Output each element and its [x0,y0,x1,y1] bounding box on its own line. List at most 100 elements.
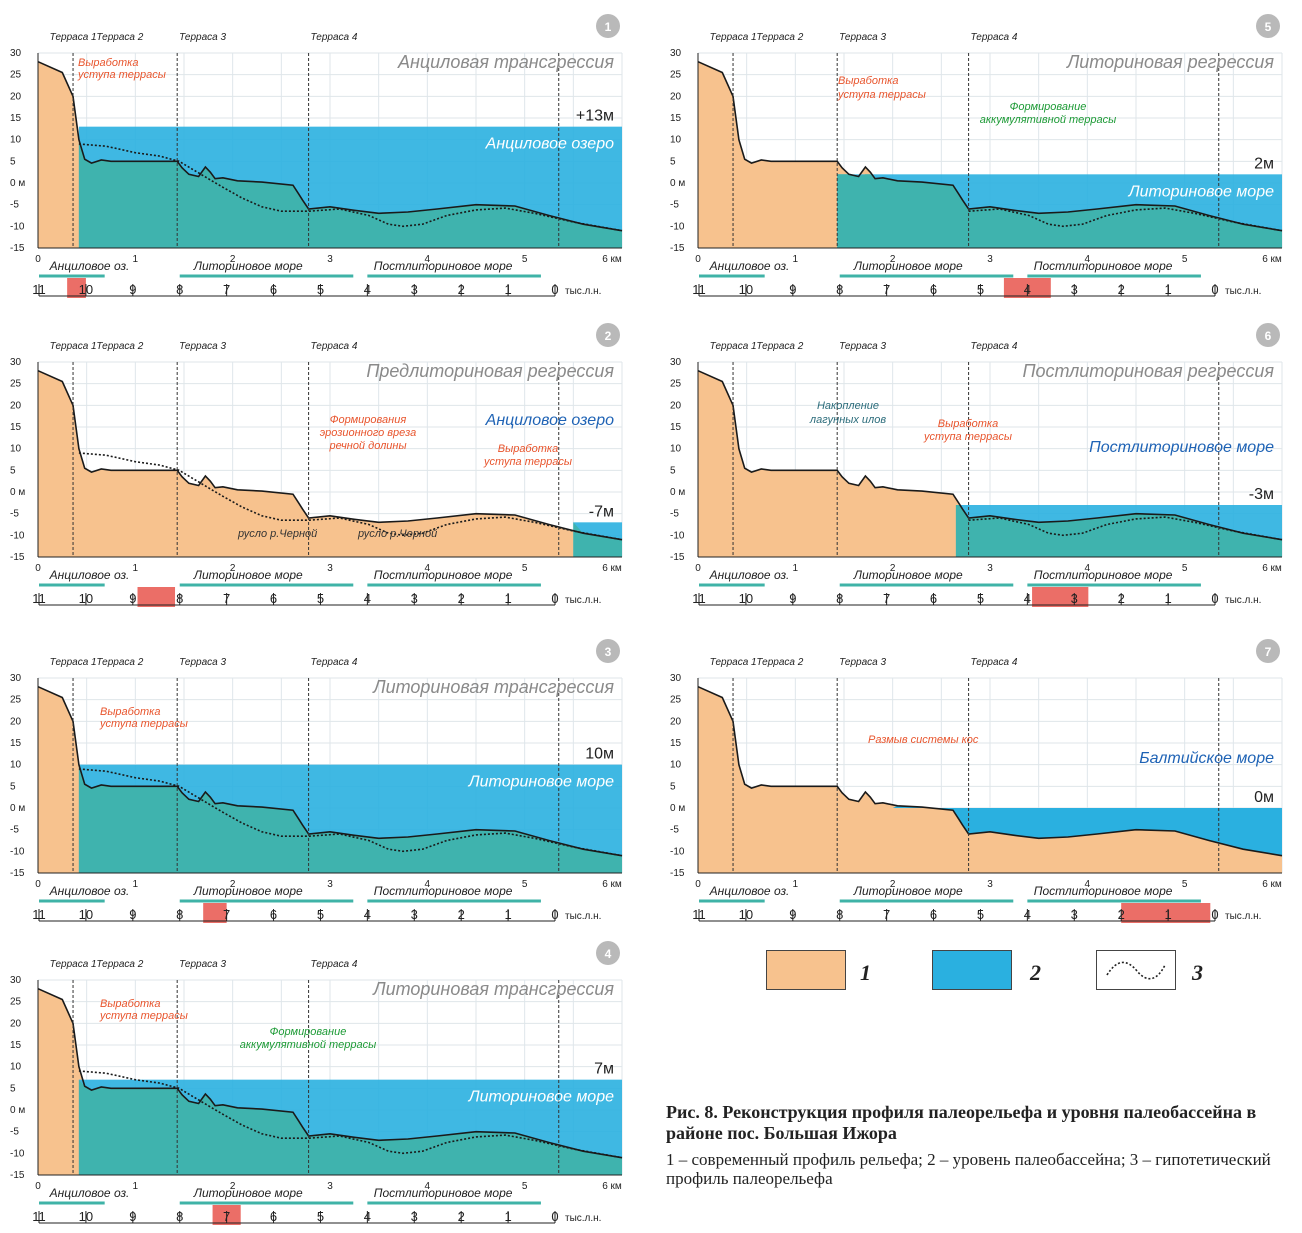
panel-4-y-tick: 5 [10,1083,16,1094]
panel-5-x-tick: 1 [793,254,799,265]
panel-3-y-tick: 5 [10,781,16,792]
panel-1-time-highlight [67,278,86,298]
panel-3-y-tick: -5 [10,825,19,836]
panel-7-terrace-label-1: Терраса 1 [710,657,757,668]
panel-2-y-tick: 10 [10,444,22,455]
panel-2-x-tick: 2 [230,563,236,574]
panel-6-time-tick: 1 [1164,591,1171,606]
panel-5-hypothetical-profile [968,207,1283,232]
panel-5-time-tick: 0 [1211,282,1218,297]
panel-6-number-label: 6 [1265,329,1272,343]
panel-5-x-tick: 3 [987,254,993,265]
panel-5-y-tick: -15 [670,243,685,254]
panel-7-y-tick: -15 [670,868,685,879]
panel-5-ann-3: аккумулятивной террасы [980,114,1116,126]
panel-2-x-tick: 1 [133,563,139,574]
panel-7-terrace-label-2: Терраса 2 [756,657,803,668]
panel-3-x-tick: 2 [230,879,236,890]
panel-1-level-label: +13м [576,108,614,125]
panel-1-x-tick: 0 [35,254,41,265]
panel-5-number-badge [1256,14,1280,38]
panel-3-y-tick: 10 [10,760,22,771]
panel-1-time-tick: 0 [551,282,558,297]
panel-5-y-tick: 10 [670,135,682,146]
panel-1-time-tick: 6 [270,282,277,297]
panel-4-time-unit: тыс.л.н. [565,1213,601,1224]
panel-7-number-label: 7 [1265,645,1272,659]
panel-2-time-tick: 6 [270,591,277,606]
panel-4-period-label-3: Постлиториновое море [374,1186,513,1200]
panel-2-y-tick: 15 [10,422,22,433]
panel-1-time-tick: 3 [411,282,418,297]
panel-1-period-label-1: Анциловое оз. [49,259,130,273]
panel-1-time-tick: 11 [32,282,46,297]
panel-2-number-label: 2 [605,329,612,343]
panel-4-time-tick: 10 [79,1209,93,1224]
panel-1-terrace-label-2: Терраса 2 [96,32,143,43]
panel-5-ann-1: уступа террасы [837,89,926,101]
panel-3-hypothetical-profile [78,768,623,857]
panel-6-y-tick: -15 [670,552,685,563]
panel-4-y-tick: -10 [10,1148,25,1159]
panel-3-time-tick: 6 [270,907,277,922]
panel-3-time-tick: 0 [551,907,558,922]
panel-4-x-tick: 4 [425,1181,431,1192]
panel-6-time-tick: 4 [1024,591,1031,606]
panel-6-time-tick: 0 [1211,591,1218,606]
panel-1-y-tick: -15 [10,243,25,254]
panel-1-x-tick: 5 [522,254,528,265]
caption-text: 1 – современный профиль рельефа; 2 – уро… [666,1150,1271,1188]
panel-2-y-tick: 0 м [10,487,25,498]
panel-1-time-tick: 2 [458,282,465,297]
panel-6-period-label-2: Литориновое море [853,568,963,582]
panel-6-y-tick: 15 [670,422,682,433]
panel-1-terrace-label-4: Терраса 4 [311,32,358,43]
panel-7-ann-0: Размыв системы кос [868,734,979,746]
panel-3-time-tick: 7 [223,907,230,922]
panel-2-water-label: Анциловое озеро [485,412,614,429]
panel-6-time-tick: 7 [883,591,890,606]
panel-1-y-tick: -5 [10,200,19,211]
panel-7-level-label: 0м [1254,789,1274,806]
panel-4-y-tick: -5 [10,1127,19,1138]
panel-7-y-tick: -5 [670,825,679,836]
panel-1-number-badge [596,14,620,38]
panel-2-time-tick: 0 [551,591,558,606]
panel-6-terrace-label-1: Терраса 1 [710,341,757,352]
panel-3-time-tick: 8 [176,907,183,922]
panel-2-ground-profile [37,369,623,541]
panel-3-y-tick: 0 м [10,803,25,814]
panel-7-y-tick: 30 [670,673,682,684]
dotted-curve-icon [1106,961,1166,980]
panel-3-number-badge [596,639,620,663]
panel-7-water-fill [892,805,1282,856]
panel-5-time-tick: 9 [789,282,796,297]
panel-1-x-tick: 6 км [602,254,622,265]
panel-6-y-tick: 10 [670,444,682,455]
panel-2-land-fill [38,370,622,557]
panel-5-x-tick: 0 [695,254,701,265]
legend: 1 2 3 [760,946,1240,998]
panel-3-terrace-label-3: Терраса 3 [179,657,226,668]
panel-2-y-tick: 20 [10,400,22,411]
panel-1-y-tick: 0 м [10,178,25,189]
panel-1-y-tick: 15 [10,113,22,124]
panel-5-terrace-label-4: Терраса 4 [971,32,1018,43]
panel-2-time-tick: 5 [317,591,324,606]
panel-7-y-tick: 10 [670,760,682,771]
panel-6-ann-0: Накопление [817,400,879,412]
panel-7-period-label-1: Анциловое оз. [709,884,790,898]
panel-2-ann-0: Формирования [330,414,407,426]
panel-5-submerged-land [837,174,1282,248]
legend-swatch-water [932,950,1012,990]
panel-4-hypothetical-profile [78,1070,623,1159]
panel-4-x-tick: 5 [522,1181,528,1192]
panel-5-terrace-label-1: Терраса 1 [710,32,757,43]
panel-3-x-tick: 5 [522,879,528,890]
panel-5-y-tick: -5 [670,200,679,211]
panel-1-time-tick: 9 [129,282,136,297]
panel-2-y-tick: 25 [10,379,22,390]
panel-4-time-tick: 5 [317,1209,324,1224]
